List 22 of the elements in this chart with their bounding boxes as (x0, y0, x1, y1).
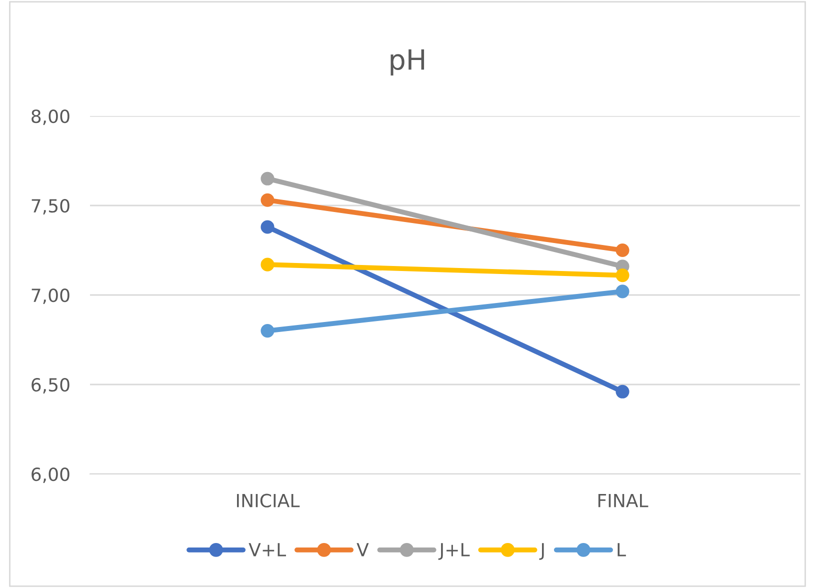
legend-label: L (618, 543, 626, 556)
point (260, 172, 274, 186)
point (616, 243, 630, 258)
point (260, 193, 274, 207)
point (260, 324, 274, 338)
point (616, 384, 630, 398)
x-tick-label: FINAL (598, 494, 648, 508)
y-tick-label: 7,00 (32, 288, 70, 304)
legend-label: J+L (438, 543, 470, 560)
chart-title: pH (390, 49, 424, 76)
point (260, 220, 274, 234)
y-tick-label: 6,00 (32, 467, 70, 483)
y-tick-label: 8,00 (32, 109, 70, 125)
legend-label: J (539, 543, 544, 560)
y-tick-label: 6,50 (32, 378, 70, 394)
x-tick-label: INICIAL (237, 494, 300, 508)
point (616, 268, 630, 282)
point (616, 284, 630, 298)
legend-label: V+L (248, 543, 286, 556)
legend-label: V (356, 543, 369, 556)
y-tick-label: 7,50 (32, 198, 70, 214)
point (260, 258, 274, 272)
